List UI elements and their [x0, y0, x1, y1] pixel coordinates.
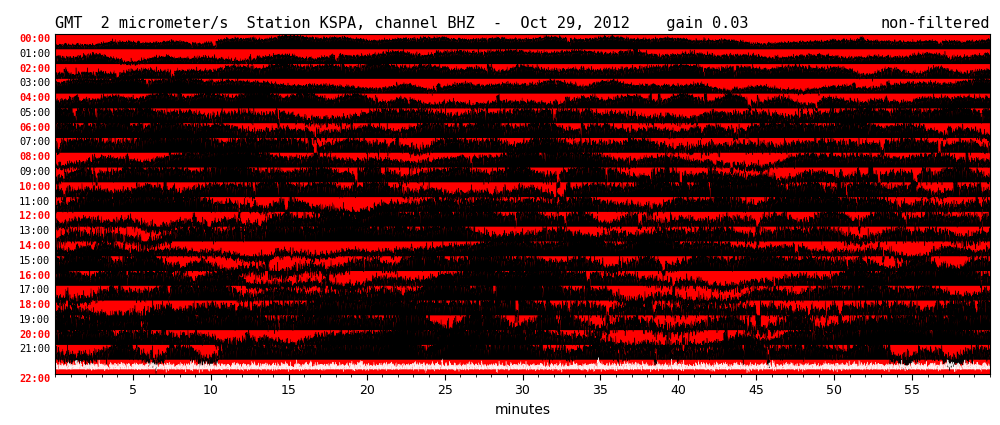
Text: 13:00: 13:00 — [19, 226, 50, 236]
Text: 01:00: 01:00 — [19, 49, 50, 59]
Text: 17:00: 17:00 — [19, 285, 50, 295]
Text: 12:00: 12:00 — [19, 211, 50, 221]
Text: GMT  2 micrometer/s  Station KSPA, channel BHZ  -  Oct 29, 2012    gain 0.03: GMT 2 micrometer/s Station KSPA, channel… — [55, 16, 748, 31]
Text: 05:00: 05:00 — [19, 108, 50, 118]
Text: 09:00: 09:00 — [19, 167, 50, 177]
Text: 11:00: 11:00 — [19, 197, 50, 207]
Text: 22:00: 22:00 — [19, 374, 50, 384]
Text: 19:00: 19:00 — [19, 315, 50, 325]
Text: 21:00: 21:00 — [19, 344, 50, 354]
Text: 20:00: 20:00 — [19, 330, 50, 340]
Text: 08:00: 08:00 — [19, 152, 50, 162]
Text: 00:00: 00:00 — [19, 34, 50, 44]
Text: 10:00: 10:00 — [19, 182, 50, 192]
Text: 18:00: 18:00 — [19, 300, 50, 310]
Text: 07:00: 07:00 — [19, 137, 50, 147]
Text: 04:00: 04:00 — [19, 93, 50, 103]
Text: non-filtered: non-filtered — [881, 16, 990, 31]
X-axis label: minutes: minutes — [494, 403, 550, 417]
Text: 03:00: 03:00 — [19, 78, 50, 88]
Text: 16:00: 16:00 — [19, 271, 50, 281]
Text: 15:00: 15:00 — [19, 256, 50, 266]
Text: 02:00: 02:00 — [19, 64, 50, 74]
Text: 06:00: 06:00 — [19, 123, 50, 133]
Text: 14:00: 14:00 — [19, 241, 50, 251]
